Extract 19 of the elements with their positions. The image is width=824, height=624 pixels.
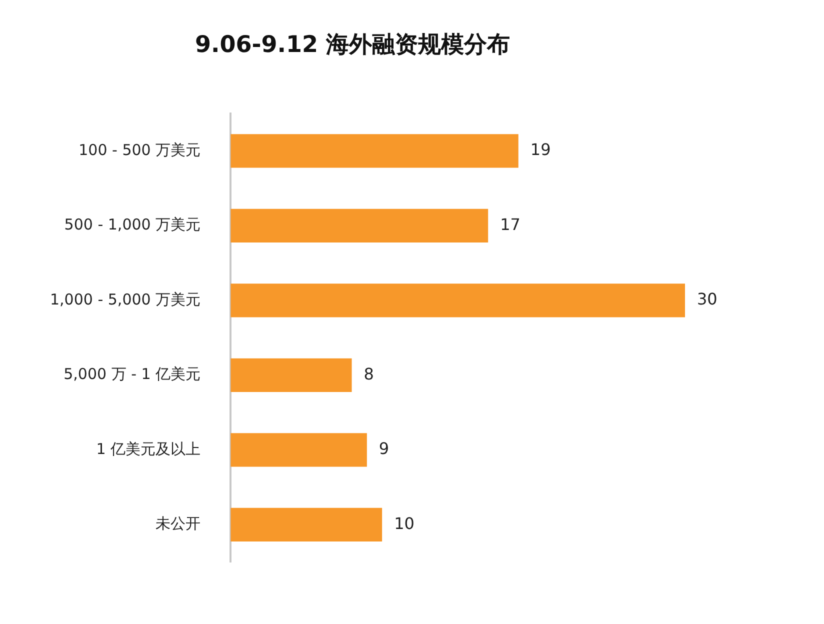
bar bbox=[230, 208, 488, 243]
y-tick-label: 500 - 1,000 万美元 bbox=[64, 216, 201, 234]
y-tick-label: 1,000 - 5,000 万美元 bbox=[50, 290, 201, 308]
y-tick-label: 5,000 万 - 1 亿美元 bbox=[64, 365, 201, 384]
bar bbox=[230, 134, 518, 168]
data-label: 30 bbox=[697, 290, 718, 309]
data-label: 8 bbox=[364, 364, 374, 384]
data-label: 17 bbox=[500, 214, 520, 234]
bar bbox=[230, 284, 685, 318]
y-tick-label: 未公开 bbox=[156, 514, 201, 533]
data-label: 10 bbox=[394, 514, 414, 533]
data-label: 9 bbox=[378, 439, 390, 458]
y-tick-label: 100 - 500 万美元 bbox=[78, 140, 201, 159]
bar bbox=[230, 508, 382, 542]
chart-title: 9.06-9.12 海外融资规模分布 bbox=[194, 32, 510, 58]
y-tick-label: 1 亿美元及以上 bbox=[96, 440, 201, 458]
data-label: 19 bbox=[530, 140, 551, 160]
bar bbox=[230, 433, 367, 467]
bar bbox=[230, 358, 352, 392]
